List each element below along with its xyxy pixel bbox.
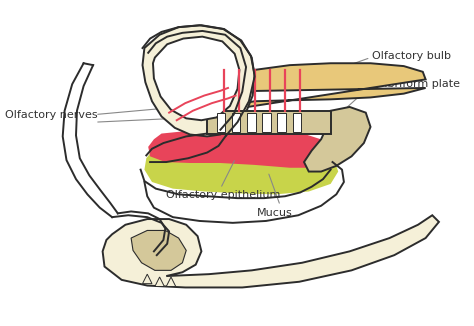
Polygon shape bbox=[153, 37, 239, 120]
Text: Cribriform plate: Cribriform plate bbox=[373, 79, 460, 89]
Polygon shape bbox=[143, 274, 152, 284]
Polygon shape bbox=[102, 215, 439, 288]
Polygon shape bbox=[292, 113, 301, 132]
Polygon shape bbox=[143, 25, 255, 136]
Polygon shape bbox=[217, 113, 225, 132]
Polygon shape bbox=[211, 63, 426, 113]
Polygon shape bbox=[207, 111, 331, 134]
Polygon shape bbox=[155, 277, 164, 287]
Text: Olfactory bulb: Olfactory bulb bbox=[373, 51, 451, 61]
Polygon shape bbox=[148, 129, 337, 168]
Polygon shape bbox=[145, 137, 338, 194]
Text: Olfactory nerves: Olfactory nerves bbox=[5, 111, 97, 121]
Polygon shape bbox=[166, 277, 176, 287]
Text: Mucus: Mucus bbox=[256, 208, 292, 218]
Polygon shape bbox=[262, 113, 271, 132]
Text: Olfactory epithelium: Olfactory epithelium bbox=[166, 190, 281, 200]
Polygon shape bbox=[277, 113, 286, 132]
Polygon shape bbox=[131, 230, 186, 270]
Polygon shape bbox=[232, 113, 240, 132]
Polygon shape bbox=[247, 113, 255, 132]
Polygon shape bbox=[304, 107, 371, 171]
